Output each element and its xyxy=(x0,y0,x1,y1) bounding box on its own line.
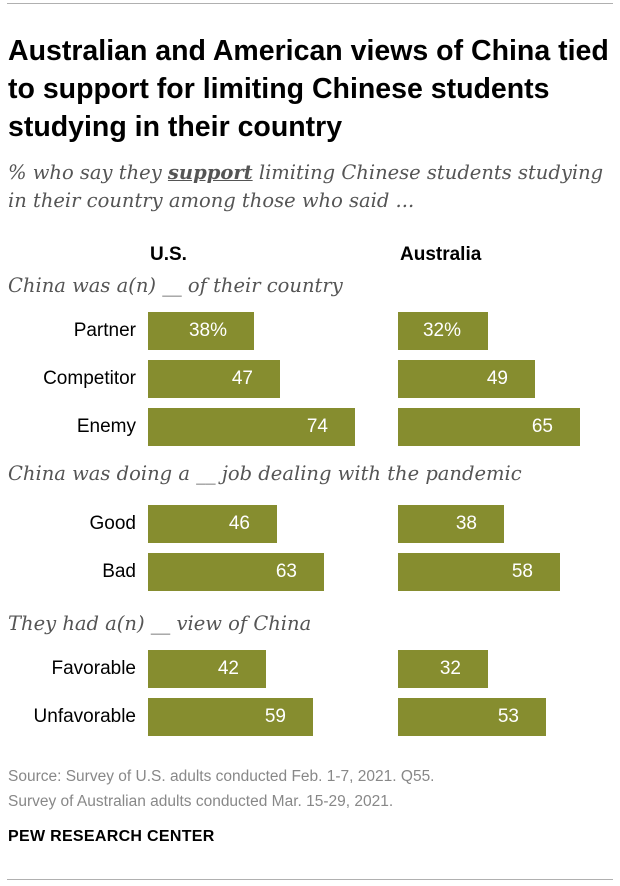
subtitle-pre: % who say they xyxy=(8,161,168,184)
bar-value-label: 59 xyxy=(264,706,286,727)
bar-australia-enemy xyxy=(398,408,580,446)
source-note: Source: Survey of U.S. adults conducted … xyxy=(8,764,608,814)
group-heading: China was doing a __ job dealing with th… xyxy=(8,462,522,485)
row-label-good: Good xyxy=(89,513,136,534)
bar-u-s-good xyxy=(148,505,277,543)
row-label-favorable: Favorable xyxy=(51,658,137,679)
bar-australia-competitor xyxy=(398,360,535,398)
chart-title: Australian and American views of China t… xyxy=(8,35,609,143)
bar-value-label: 32% xyxy=(422,320,461,341)
bar-u-s-favorable xyxy=(148,650,266,688)
source-line-2: Survey of Australian adults conducted Ma… xyxy=(8,793,394,810)
chart-subtitle: % who say they support limiting Chinese … xyxy=(8,159,608,215)
row-label-enemy: Enemy xyxy=(76,416,136,437)
bar-australia-bad xyxy=(398,553,560,591)
bar-australia-good xyxy=(398,505,504,543)
bar-u-s-competitor xyxy=(148,360,280,398)
bar-australia-partner xyxy=(398,312,488,350)
bar-value-label: 42 xyxy=(217,658,239,679)
bar-australia-unfavorable xyxy=(398,698,546,736)
bar-value-label: 53 xyxy=(497,706,519,727)
bar-value-label: 38% xyxy=(188,320,227,341)
column-header-us: U.S. xyxy=(150,244,187,265)
subtitle-post: limiting Chinese students studying in th… xyxy=(8,161,604,212)
bar-value-label: 49 xyxy=(486,368,508,389)
bottom-rule xyxy=(7,879,613,880)
bar-value-label: 58 xyxy=(511,561,533,582)
row-label-bad: Bad xyxy=(102,561,136,582)
bar-value-label: 65 xyxy=(531,416,553,437)
bar-u-s-unfavorable xyxy=(148,698,313,736)
row-label-partner: Partner xyxy=(73,320,136,341)
source-line-1: Source: Survey of U.S. adults conducted … xyxy=(8,768,435,785)
column-header-australia: Australia xyxy=(400,244,482,265)
row-label-unfavorable: Unfavorable xyxy=(33,706,136,727)
bar-australia-favorable xyxy=(398,650,488,688)
bar-u-s-enemy xyxy=(148,408,355,446)
bar-u-s-partner xyxy=(148,312,254,350)
bar-value-label: 46 xyxy=(228,513,250,534)
brand-logo-text: PEW RESEARCH CENTER xyxy=(8,828,215,845)
subtitle-emphasis: support xyxy=(167,161,253,184)
top-rule xyxy=(7,3,613,4)
group-heading: China was a(n) __ of their country xyxy=(8,274,343,297)
bar-value-label: 38 xyxy=(455,513,477,534)
bar-value-label: 74 xyxy=(306,416,328,437)
bar-value-label: 32 xyxy=(439,658,461,679)
bar-value-label: 47 xyxy=(231,368,253,389)
bar-u-s-bad xyxy=(148,553,324,591)
row-label-competitor: Competitor xyxy=(43,368,136,389)
group-heading: They had a(n) __ view of China xyxy=(8,612,312,635)
bar-value-label: 63 xyxy=(275,561,297,582)
